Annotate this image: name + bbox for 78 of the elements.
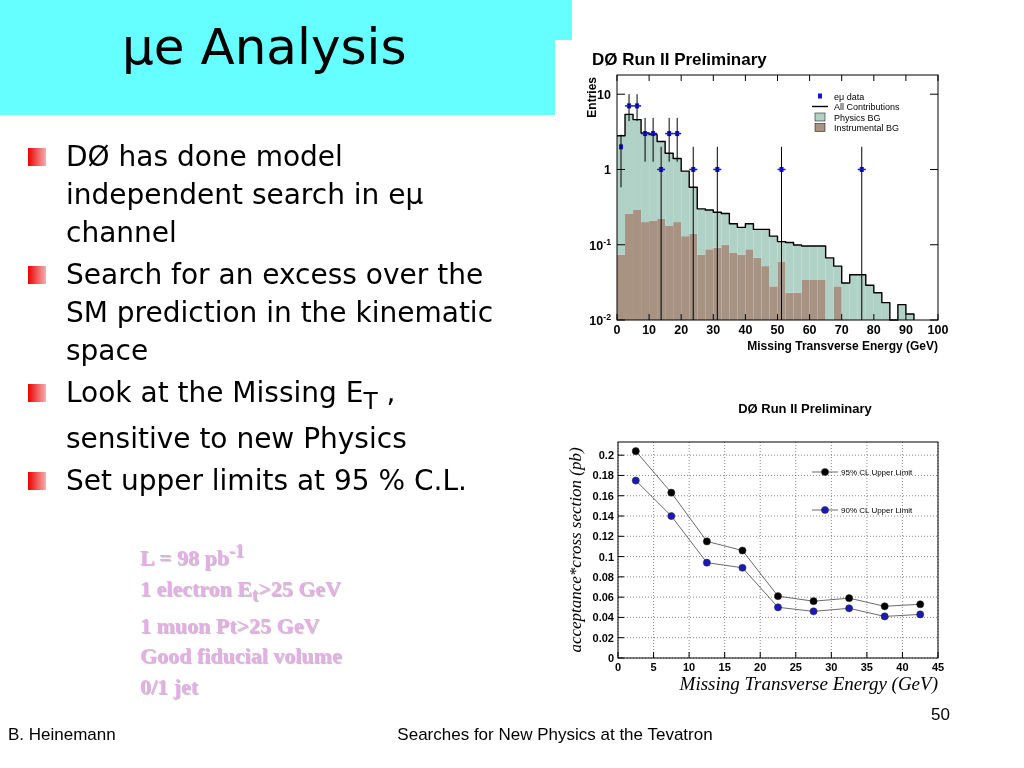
y-tick-label: 0.16 xyxy=(592,489,614,502)
text: B. Heinemann xyxy=(8,725,117,745)
x-tick-label: 50 xyxy=(770,323,785,337)
point xyxy=(631,476,640,485)
x-tick-label: 80 xyxy=(866,323,881,337)
y-tick-label: 0.08 xyxy=(592,570,614,583)
point xyxy=(703,558,711,567)
point xyxy=(845,604,853,613)
point xyxy=(916,610,925,619)
x-tick-label: 45 xyxy=(931,661,945,673)
text: Searches for New Physics at the Tevatron xyxy=(396,725,714,745)
text: Good fiducial volume xyxy=(140,642,342,671)
point xyxy=(738,546,747,555)
x-tick-label: 25 xyxy=(789,661,802,673)
x-tick-label: 70 xyxy=(834,323,849,337)
y-tick-label: 10$^{-1}$ xyxy=(589,236,612,253)
point xyxy=(667,512,676,520)
x-tick-label: 40 xyxy=(896,661,909,673)
point xyxy=(738,563,747,572)
y-tick-label: 1 xyxy=(604,163,612,178)
x-tick-label: 60 xyxy=(802,323,817,337)
x-axis-title: Missing Transverse Energy (GeV) xyxy=(747,339,938,353)
text: 1 electron E$_{t}$>25 GeV xyxy=(140,574,342,608)
legend-label: 90% CL Upper Limit xyxy=(841,506,914,515)
x-tick-label: 30 xyxy=(825,661,838,673)
x-tick-label: 35 xyxy=(860,661,874,673)
x-tick-label: 10 xyxy=(642,323,657,337)
point xyxy=(916,600,925,609)
legend-label: Instrumental BG xyxy=(834,123,900,133)
y-axis-title: acceptance*cross section (pb) xyxy=(566,447,585,653)
y-tick-label: 0.04 xyxy=(592,611,615,624)
point xyxy=(774,592,782,600)
point xyxy=(809,597,818,606)
point xyxy=(880,612,889,621)
point xyxy=(774,603,782,612)
legend-label: Physics BG xyxy=(834,112,881,123)
y-tick-label: 0.14 xyxy=(592,510,615,523)
point xyxy=(631,447,640,455)
y-tick-label: 10$^{-2}$ xyxy=(589,312,612,328)
x-tick-label: 30 xyxy=(706,323,721,337)
text: 50 xyxy=(930,705,950,725)
y-tick-label: 0.18 xyxy=(592,469,614,482)
x-tick-label: 15 xyxy=(718,661,731,673)
x-tick-label: 20 xyxy=(754,661,767,673)
point xyxy=(703,537,711,546)
y-tick-label: 0.02 xyxy=(592,631,614,644)
text: Search for an excess over the SM prediction in the kinematic space xyxy=(66,258,494,367)
point xyxy=(845,594,853,603)
y-tick-label: 0.2 xyxy=(598,449,614,462)
text: 1 muon Pt>25 GeV xyxy=(140,611,321,640)
y-tick-label: 0.06 xyxy=(592,591,614,604)
y-tick-label: 10 xyxy=(597,88,612,103)
text: DØ has done model independent search in eμ channel xyxy=(66,140,424,249)
point xyxy=(667,488,676,497)
x-tick-label: 90 xyxy=(898,323,913,337)
text: 0/1 jet xyxy=(140,672,200,701)
point xyxy=(809,607,818,616)
text: Look at the Missing E$_{T}$ , sensitive to new Physics xyxy=(66,376,407,455)
y-axis-title: Entries xyxy=(585,76,599,118)
legend-label: eμ data xyxy=(834,91,865,102)
bar xyxy=(833,286,842,320)
text: L = 98 pb$^{-1}$ xyxy=(140,540,246,573)
y-tick-label: 0.12 xyxy=(592,530,614,543)
legend-label: 95% CL Upper Limit xyxy=(841,468,914,477)
x-tick-label: 40 xyxy=(738,323,753,337)
x-tick-label: 100 xyxy=(927,323,949,337)
x-axis-title: Missing Transverse Energy (GeV) xyxy=(678,673,938,695)
chart-title: DØ Run II Preliminary xyxy=(592,50,768,69)
text: μe Analysis xyxy=(122,18,407,76)
legend-label: All Contributions xyxy=(834,102,901,112)
text: Set upper limits at 95 % C.L. xyxy=(66,463,467,497)
y-tick-label: 0 xyxy=(607,652,614,664)
x-tick-label: 5 xyxy=(650,661,657,673)
chart-title: DØ Run II Preliminary xyxy=(738,401,873,416)
y-tick-label: 0.1 xyxy=(598,550,614,563)
point xyxy=(880,602,889,611)
x-tick-label: 20 xyxy=(674,323,689,337)
x-tick-label: 10 xyxy=(682,661,696,673)
